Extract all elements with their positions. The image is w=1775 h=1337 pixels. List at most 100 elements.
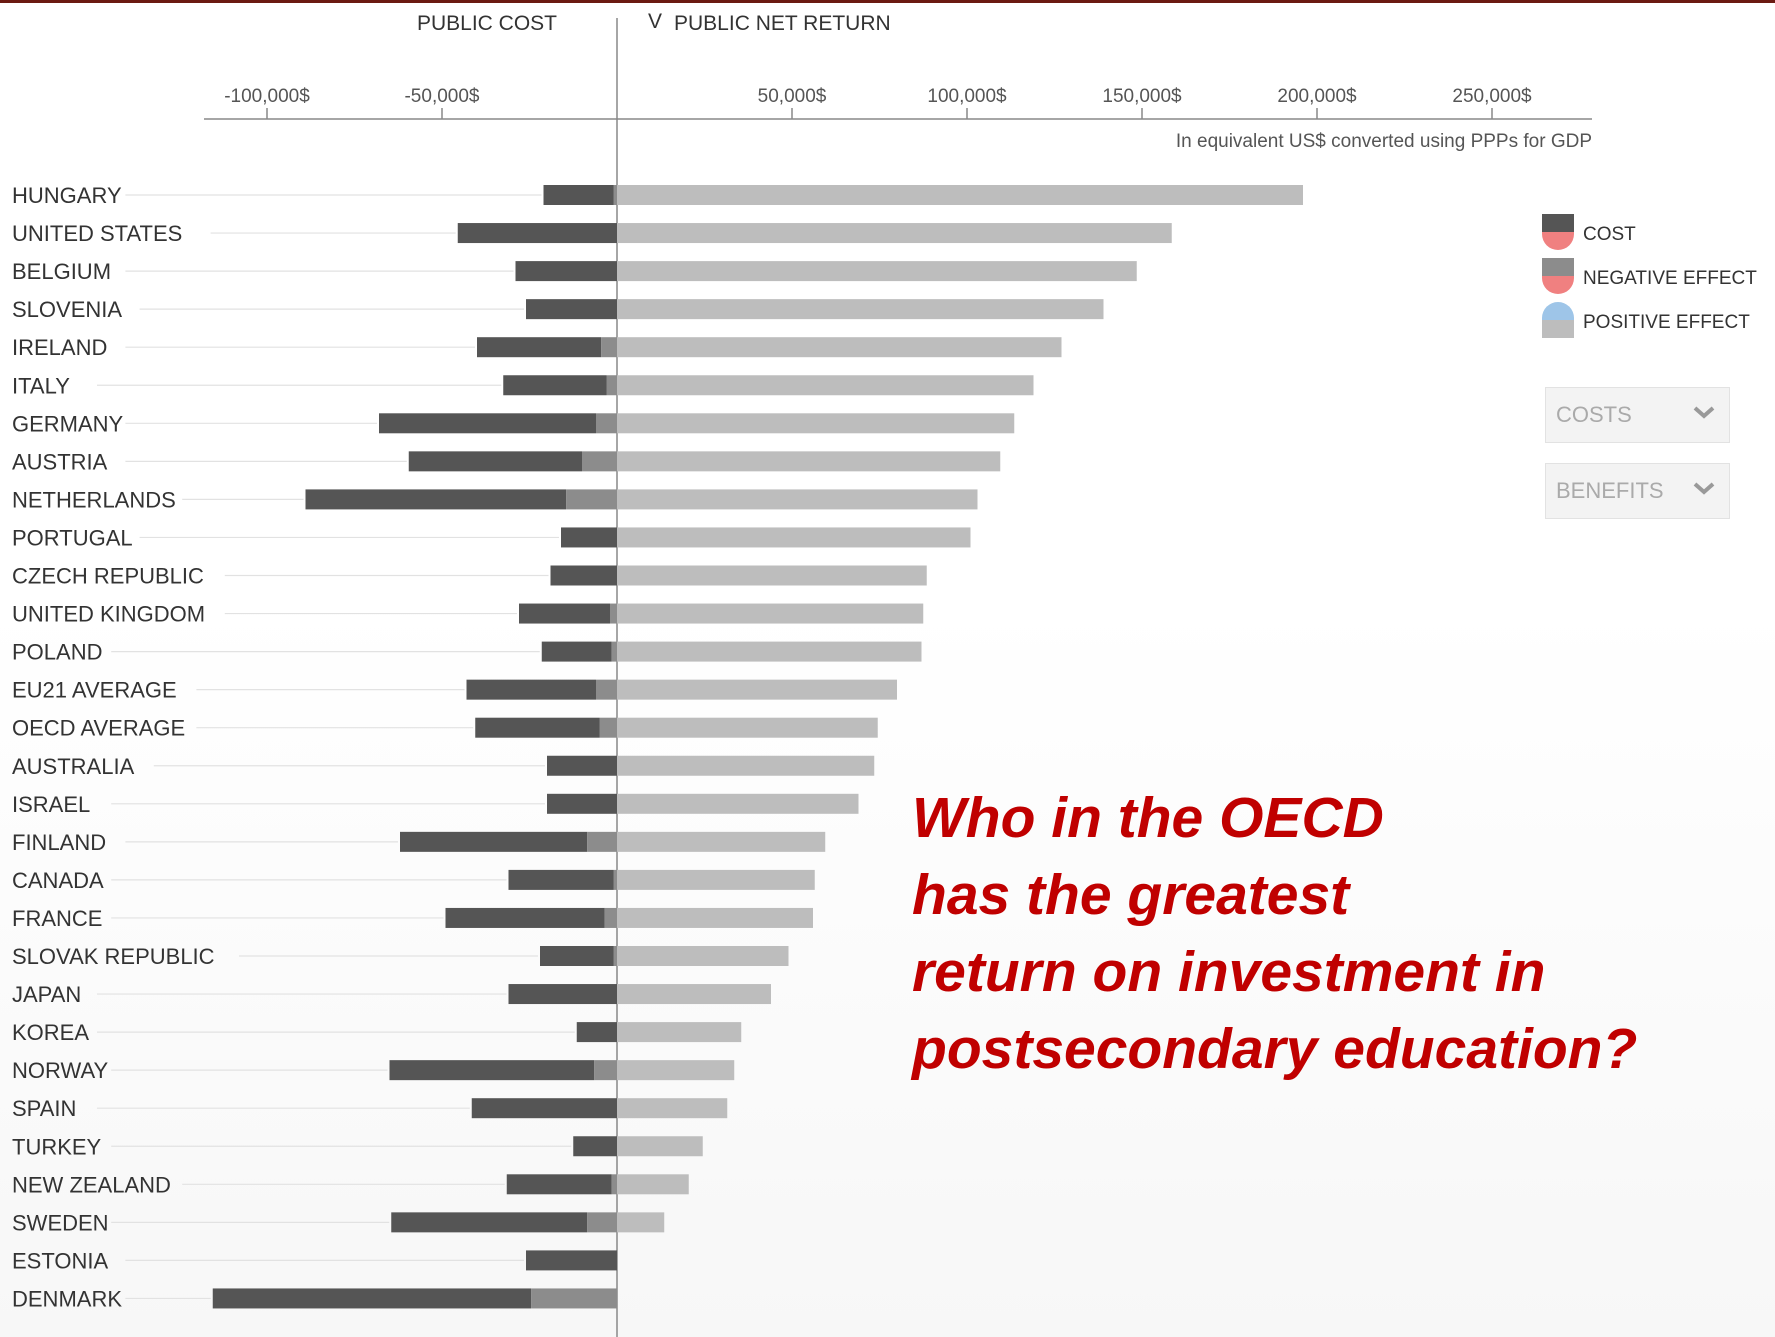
cost-bar[interactable]	[561, 527, 617, 548]
chart-row[interactable]: HUNGARY	[12, 183, 1303, 208]
chart-row[interactable]: SLOVAK REPUBLIC	[12, 944, 789, 969]
chart-row[interactable]: OECD AVERAGE	[12, 716, 878, 741]
net-return-bar[interactable]	[617, 641, 922, 662]
chart-row[interactable]: FINLAND	[12, 830, 826, 855]
negative-effect-bar[interactable]	[587, 1212, 617, 1233]
cost-bar[interactable]	[475, 717, 600, 738]
public-cost-header[interactable]: PUBLIC COST	[417, 12, 557, 35]
net-return-bar[interactable]	[617, 413, 1015, 434]
chart-row[interactable]: SWEDEN	[12, 1210, 665, 1235]
chart-row[interactable]: DENMARK	[12, 1286, 617, 1311]
cost-bar[interactable]	[540, 946, 614, 966]
negative-effect-bar[interactable]	[610, 603, 617, 624]
net-return-bar[interactable]	[617, 1136, 703, 1157]
chart-row[interactable]: JAPAN	[12, 982, 771, 1007]
chart-row[interactable]: IRELAND	[12, 335, 1062, 360]
chart-row[interactable]: PORTUGAL	[12, 525, 971, 550]
negative-effect-bar[interactable]	[613, 946, 618, 966]
cost-bar[interactable]	[389, 1060, 595, 1081]
chart-row[interactable]: FRANCE	[12, 906, 813, 931]
cost-bar[interactable]	[550, 565, 618, 586]
cost-bar[interactable]	[400, 831, 588, 852]
chart-row[interactable]: ESTONIA	[12, 1248, 617, 1273]
net-return-marker[interactable]: V	[648, 10, 662, 33]
net-return-bar[interactable]	[617, 1098, 728, 1119]
chart-row[interactable]: KOREA	[12, 1020, 742, 1045]
cost-bar[interactable]	[471, 1098, 617, 1119]
chart-row[interactable]: ISRAEL	[12, 792, 859, 817]
net-return-bar[interactable]	[617, 869, 815, 890]
net-return-bar[interactable]	[617, 793, 859, 814]
chart-row[interactable]: CANADA	[12, 868, 815, 893]
chart-row[interactable]: GERMANY	[12, 411, 1015, 436]
chart-row[interactable]: POLAND	[12, 640, 922, 665]
cost-bar[interactable]	[445, 907, 605, 928]
chart-row[interactable]: NEW ZEALAND	[12, 1172, 689, 1197]
public-net-return-header[interactable]: PUBLIC NET RETURN	[674, 12, 891, 35]
net-return-bar[interactable]	[617, 1174, 689, 1195]
net-return-bar[interactable]	[617, 1060, 735, 1081]
cost-bar[interactable]	[519, 603, 610, 624]
negative-effect-bar[interactable]	[582, 451, 617, 472]
net-return-bar[interactable]	[617, 1022, 742, 1043]
net-return-bar[interactable]	[617, 451, 1001, 472]
chart-row[interactable]: NETHERLANDS	[12, 487, 978, 512]
negative-effect-bar[interactable]	[613, 185, 618, 205]
net-return-bar[interactable]	[617, 299, 1104, 320]
net-return-bar[interactable]	[617, 527, 971, 548]
negative-effect-bar[interactable]	[604, 907, 617, 928]
cost-bar[interactable]	[547, 755, 617, 776]
cost-bar[interactable]	[457, 223, 617, 244]
chart-row[interactable]: SPAIN	[12, 1096, 728, 1121]
net-return-bar[interactable]	[617, 603, 924, 624]
net-return-bar[interactable]	[617, 984, 771, 1005]
net-return-bar[interactable]	[617, 375, 1034, 396]
negative-effect-bar[interactable]	[613, 869, 618, 890]
net-return-bar[interactable]	[617, 223, 1172, 244]
cost-bar[interactable]	[515, 261, 618, 282]
cost-bar[interactable]	[508, 869, 614, 890]
net-return-bar[interactable]	[617, 755, 875, 776]
cost-bar[interactable]	[408, 451, 582, 472]
benefits-dropdown[interactable]: BENEFITS	[1545, 463, 1730, 519]
negative-effect-bar[interactable]	[531, 1288, 617, 1309]
negative-effect-bar[interactable]	[594, 1060, 617, 1081]
net-return-bar[interactable]	[617, 261, 1137, 282]
net-return-bar[interactable]	[617, 717, 878, 738]
cost-bar[interactable]	[477, 337, 602, 358]
negative-effect-bar[interactable]	[601, 337, 617, 358]
cost-bar[interactable]	[466, 679, 597, 700]
net-return-bar[interactable]	[617, 1212, 665, 1233]
cost-bar[interactable]	[526, 1250, 617, 1271]
cost-bar[interactable]	[573, 1136, 617, 1157]
cost-bar[interactable]	[508, 984, 618, 1005]
chart-row[interactable]: AUSTRALIA	[12, 754, 875, 779]
cost-bar[interactable]	[576, 1022, 617, 1043]
cost-bar[interactable]	[391, 1212, 588, 1233]
cost-bar[interactable]	[541, 641, 612, 662]
negative-effect-bar[interactable]	[566, 489, 617, 510]
negative-effect-bar[interactable]	[587, 831, 617, 852]
negative-effect-bar[interactable]	[606, 375, 618, 396]
net-return-bar[interactable]	[617, 337, 1062, 358]
chart-row[interactable]: UNITED KINGDOM	[12, 602, 924, 627]
cost-bar[interactable]	[305, 489, 567, 510]
chart-row[interactable]: AUSTRIA	[12, 449, 1001, 474]
net-return-bar[interactable]	[617, 185, 1303, 205]
chart-row[interactable]: NORWAY	[12, 1058, 735, 1083]
chart-row[interactable]: ITALY	[12, 373, 1034, 398]
net-return-bar[interactable]	[617, 907, 813, 928]
negative-effect-bar[interactable]	[596, 679, 617, 700]
cost-bar[interactable]	[506, 1174, 612, 1195]
costs-dropdown[interactable]: COSTS	[1545, 387, 1730, 443]
cost-bar[interactable]	[379, 413, 596, 434]
net-return-bar[interactable]	[617, 946, 789, 966]
cost-bar[interactable]	[526, 299, 617, 320]
negative-effect-bar[interactable]	[599, 717, 618, 738]
chart-row[interactable]: TURKEY	[12, 1134, 703, 1159]
chart-row[interactable]: SLOVENIA	[12, 297, 1104, 322]
chart-row[interactable]: BELGIUM	[12, 259, 1137, 284]
negative-effect-bar[interactable]	[611, 641, 617, 662]
net-return-bar[interactable]	[617, 565, 927, 586]
cost-bar[interactable]	[503, 375, 607, 396]
